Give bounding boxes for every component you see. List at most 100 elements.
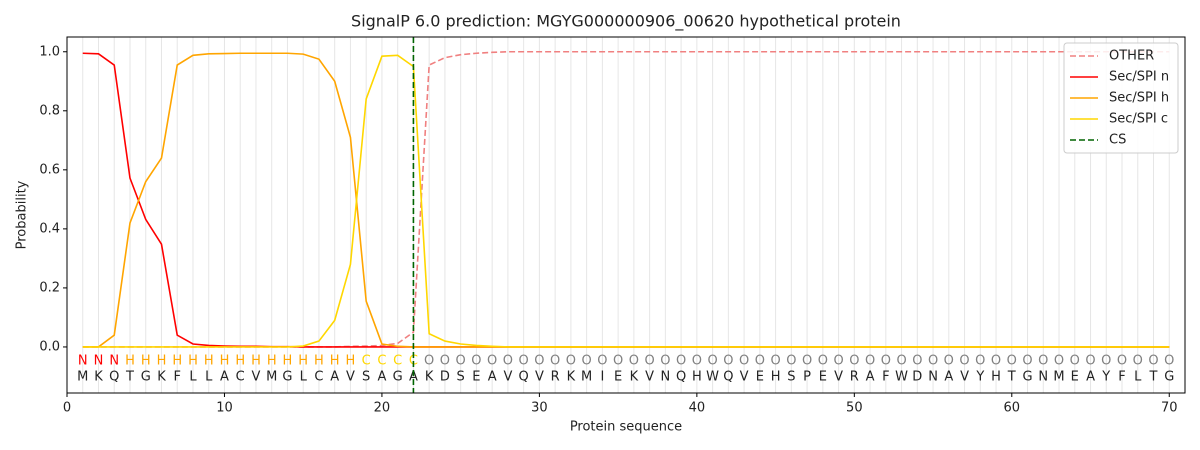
sequence-letter: V xyxy=(535,370,544,385)
sequence-letter: S xyxy=(787,370,795,385)
sequence-letter: K xyxy=(567,370,576,385)
residue-label: O xyxy=(959,354,969,369)
sequence-letter: M xyxy=(1053,370,1064,385)
residue-label: O xyxy=(770,354,780,369)
sequence-letter: T xyxy=(125,370,134,385)
sequence-letter: G xyxy=(141,370,151,385)
sequence-letter: W xyxy=(895,370,908,385)
residue-label: O xyxy=(534,354,544,369)
x-tick-label: 0 xyxy=(63,401,71,416)
sequence-letter: A xyxy=(220,370,229,385)
residue-label: H xyxy=(220,354,230,369)
residue-label: H xyxy=(283,354,293,369)
sequence-letter: V xyxy=(740,370,749,385)
sequence-letter: N xyxy=(1038,370,1048,385)
residue-label: N xyxy=(78,354,88,369)
residue-label: H xyxy=(267,354,277,369)
sequence-letter: P xyxy=(803,370,811,385)
sequence-letter: W xyxy=(706,370,719,385)
sequence-letter: A xyxy=(330,370,339,385)
sequence-letter: A xyxy=(944,370,953,385)
sequence-letter: T xyxy=(1149,370,1158,385)
residue-label: H xyxy=(188,354,198,369)
sequence-letter: E xyxy=(756,370,764,385)
residue-label: C xyxy=(393,354,402,369)
sequence-letter: L xyxy=(205,370,213,385)
sequence-letter: C xyxy=(236,370,245,385)
residue-label: H xyxy=(314,354,324,369)
residue-label: O xyxy=(1164,354,1174,369)
sequence-letter: K xyxy=(94,370,103,385)
residue-label: O xyxy=(645,354,655,369)
sequence-letter: Q xyxy=(723,370,733,385)
sequence-letter: L xyxy=(300,370,308,385)
legend-label: OTHER xyxy=(1109,49,1154,64)
sequence-letter: V xyxy=(834,370,843,385)
sequence-letter: M xyxy=(77,370,88,385)
sequence-letter: V xyxy=(503,370,512,385)
residue-label: H xyxy=(157,354,167,369)
x-axis-label: Protein sequence xyxy=(570,420,682,435)
sequence-letter: E xyxy=(472,370,480,385)
sequence-letter: A xyxy=(1086,370,1095,385)
residue-label: O xyxy=(818,354,828,369)
residue-label: O xyxy=(802,354,812,369)
sequence-letter: Q xyxy=(676,370,686,385)
residue-label: O xyxy=(519,354,529,369)
residue-label: O xyxy=(629,354,639,369)
residue-label: H xyxy=(346,354,356,369)
residue-label: O xyxy=(881,354,891,369)
residue-label: O xyxy=(1022,354,1032,369)
residue-label: C xyxy=(377,354,386,369)
residue-label: O xyxy=(928,354,938,369)
residue-label: O xyxy=(991,354,1001,369)
residue-label: O xyxy=(849,354,859,369)
sequence-letter: S xyxy=(362,370,370,385)
sequence-letter: D xyxy=(912,370,922,385)
sequence-letter: A xyxy=(409,370,418,385)
sequence-letter: V xyxy=(252,370,261,385)
legend-box xyxy=(1063,42,1179,154)
x-tick-label: 60 xyxy=(1004,401,1021,416)
sequence-letter: M xyxy=(266,370,277,385)
x-tick-label: 40 xyxy=(689,401,706,416)
sequence-letter: G xyxy=(282,370,292,385)
residue-label: O xyxy=(1007,354,1017,369)
residue-label: H xyxy=(330,354,340,369)
sequence-letter: F xyxy=(1118,370,1125,385)
residue-label: O xyxy=(566,354,576,369)
sequence-letter: M xyxy=(581,370,592,385)
sequence-letter: Y xyxy=(975,370,984,385)
residue-label: O xyxy=(833,354,843,369)
x-tick-label: 70 xyxy=(1161,401,1178,416)
residue-label: O xyxy=(440,354,450,369)
y-tick-label: 0.2 xyxy=(39,280,60,295)
sequence-letter: C xyxy=(314,370,323,385)
sequence-letter: Y xyxy=(1101,370,1110,385)
residue-label: O xyxy=(786,354,796,369)
residue-label: N xyxy=(109,354,119,369)
sequence-letter: A xyxy=(866,370,875,385)
sequence-letter: G xyxy=(393,370,403,385)
legend-label: Sec/SPI c xyxy=(1109,112,1168,127)
residue-label: H xyxy=(204,354,214,369)
sequence-letter: G xyxy=(1022,370,1032,385)
residue-label: O xyxy=(975,354,985,369)
residue-label: O xyxy=(582,354,592,369)
residue-label: O xyxy=(487,354,497,369)
residue-label: O xyxy=(1054,354,1064,369)
y-tick-label: 0.4 xyxy=(39,221,60,236)
sequence-letter: F xyxy=(173,370,180,385)
x-tick-label: 50 xyxy=(846,401,863,416)
sequence-letter: H xyxy=(991,370,1001,385)
residue-label: H xyxy=(251,354,261,369)
sequence-letter: G xyxy=(1164,370,1174,385)
residue-label: O xyxy=(597,354,607,369)
y-tick-label: 0.6 xyxy=(39,162,60,177)
sequence-letter: K xyxy=(630,370,639,385)
sequence-letter: N xyxy=(928,370,938,385)
sequence-letter: K xyxy=(157,370,166,385)
residue-label: O xyxy=(550,354,560,369)
